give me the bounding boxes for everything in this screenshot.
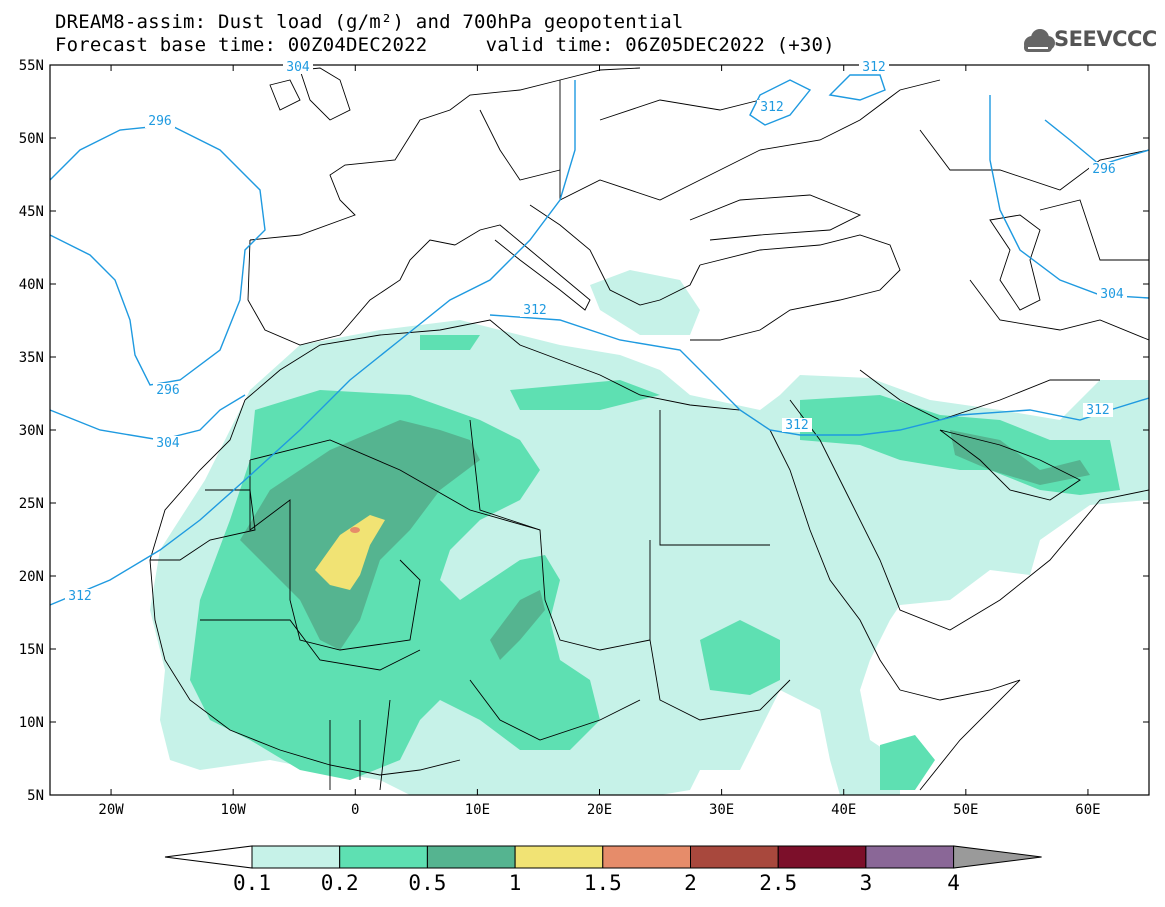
dust-shading-1-1.5 [315,515,385,590]
lon-tick-label: 60E [1075,802,1100,818]
seevccc-logo-text: SEEVCCC [1054,27,1157,51]
contour-label: 296 [1092,162,1115,177]
lat-tick-label: 15N [19,642,44,658]
lon-tick-label: 30E [709,802,734,818]
cloud-logo-icon [1024,29,1055,52]
lat-tick-label: 30N [19,423,44,439]
lat-tick-label: 50N [19,131,44,147]
colorbar-swatch [514,845,604,869]
lat-tick-label: 35N [19,350,44,366]
contour-label-bg [283,60,313,74]
colorbar-over-arrow [953,845,1042,869]
colorbar-under-arrow [164,845,253,869]
colorbar-level-label: 3 [860,871,873,895]
colorbar-swatch [690,845,779,869]
lon-tick-label: 10E [465,802,490,818]
contour-label: 304 [286,60,310,75]
map-title-line-2: Forecast base time: 00Z04DEC2022 valid t… [55,34,835,56]
lon-tick-label: 50E [953,802,978,818]
lat-tick-label: 40N [19,277,44,293]
colorbar-swatch [777,845,867,869]
contour-label-bg [153,383,183,397]
contour-label-bg [859,60,889,74]
lat-tick-label: 20N [19,569,44,585]
lon-tick-label: 10W [221,802,247,818]
contour-label: 312 [1086,403,1109,418]
colorbar-level-label: 2.5 [759,871,797,895]
contour-label-bg [145,114,175,128]
colorbar-swatch [339,845,428,869]
colorbar-level-label: 4 [947,871,960,895]
contour-label: 312 [523,303,546,318]
colorbar-swatch [426,845,516,869]
colorbar-swatch [251,845,341,869]
lat-tick-label: 25N [19,496,44,512]
lat-tick-label: 45N [19,204,44,220]
dust-load-colorbar: 0.1 0.2 0.5 1 1.5 2 2.5 3 4 [164,845,1042,895]
lon-tick-label: 20W [98,802,124,818]
colorbar-level-label: 1 [509,871,522,895]
colorbar-swatch [602,845,691,869]
contour-label: 296 [156,383,179,398]
map-axis-ticks: 5N 10N 15N 20N 25N 30N 35N 40N 45N 50N 55N 20W 10W 0 1… [19,58,1149,818]
contour-label: 312 [785,418,808,433]
contour-label-bg [1097,287,1127,301]
colorbar-level-label: 1.5 [584,871,622,895]
colorbar-level-label: 0.2 [321,871,359,895]
lat-tick-label: 5N [27,788,44,804]
lon-tick-label: 40E [831,802,856,818]
contour-label-bg [757,100,787,114]
contour-labels: 296 296 304 304 312 312 312 312 312 312 296 304 [65,60,1127,604]
coastlines-and-borders [149,67,1149,791]
colorbar-swatch [865,845,955,869]
contour-label-bg [782,418,812,432]
contour-label-bg [1089,162,1119,176]
contour-label: 312 [760,100,783,115]
contour-label: 296 [148,114,171,129]
contour-label-bg [1083,403,1113,417]
colorbar-level-label: 0.5 [408,871,446,895]
contour-label-bg [65,589,95,603]
dust-shading-1.5-2 [350,527,360,533]
lat-tick-label: 10N [19,715,44,731]
lon-tick-label: 0 [351,802,359,818]
colorbar-level-label: 2 [684,871,697,895]
colorbar-level-label: 0.1 [233,871,271,895]
contour-label: 304 [156,436,180,451]
lon-tick-label: 20E [587,802,612,818]
contour-label-bg [520,303,550,317]
contour-label: 304 [1100,287,1124,302]
map-title-line-1: DREAM8-assim: Dust load (g/m²) and 700hP… [55,11,684,33]
contour-label: 312 [862,60,885,75]
contour-label-bg [153,436,183,450]
lat-tick-label: 55N [19,58,44,74]
contour-label: 312 [68,589,91,604]
